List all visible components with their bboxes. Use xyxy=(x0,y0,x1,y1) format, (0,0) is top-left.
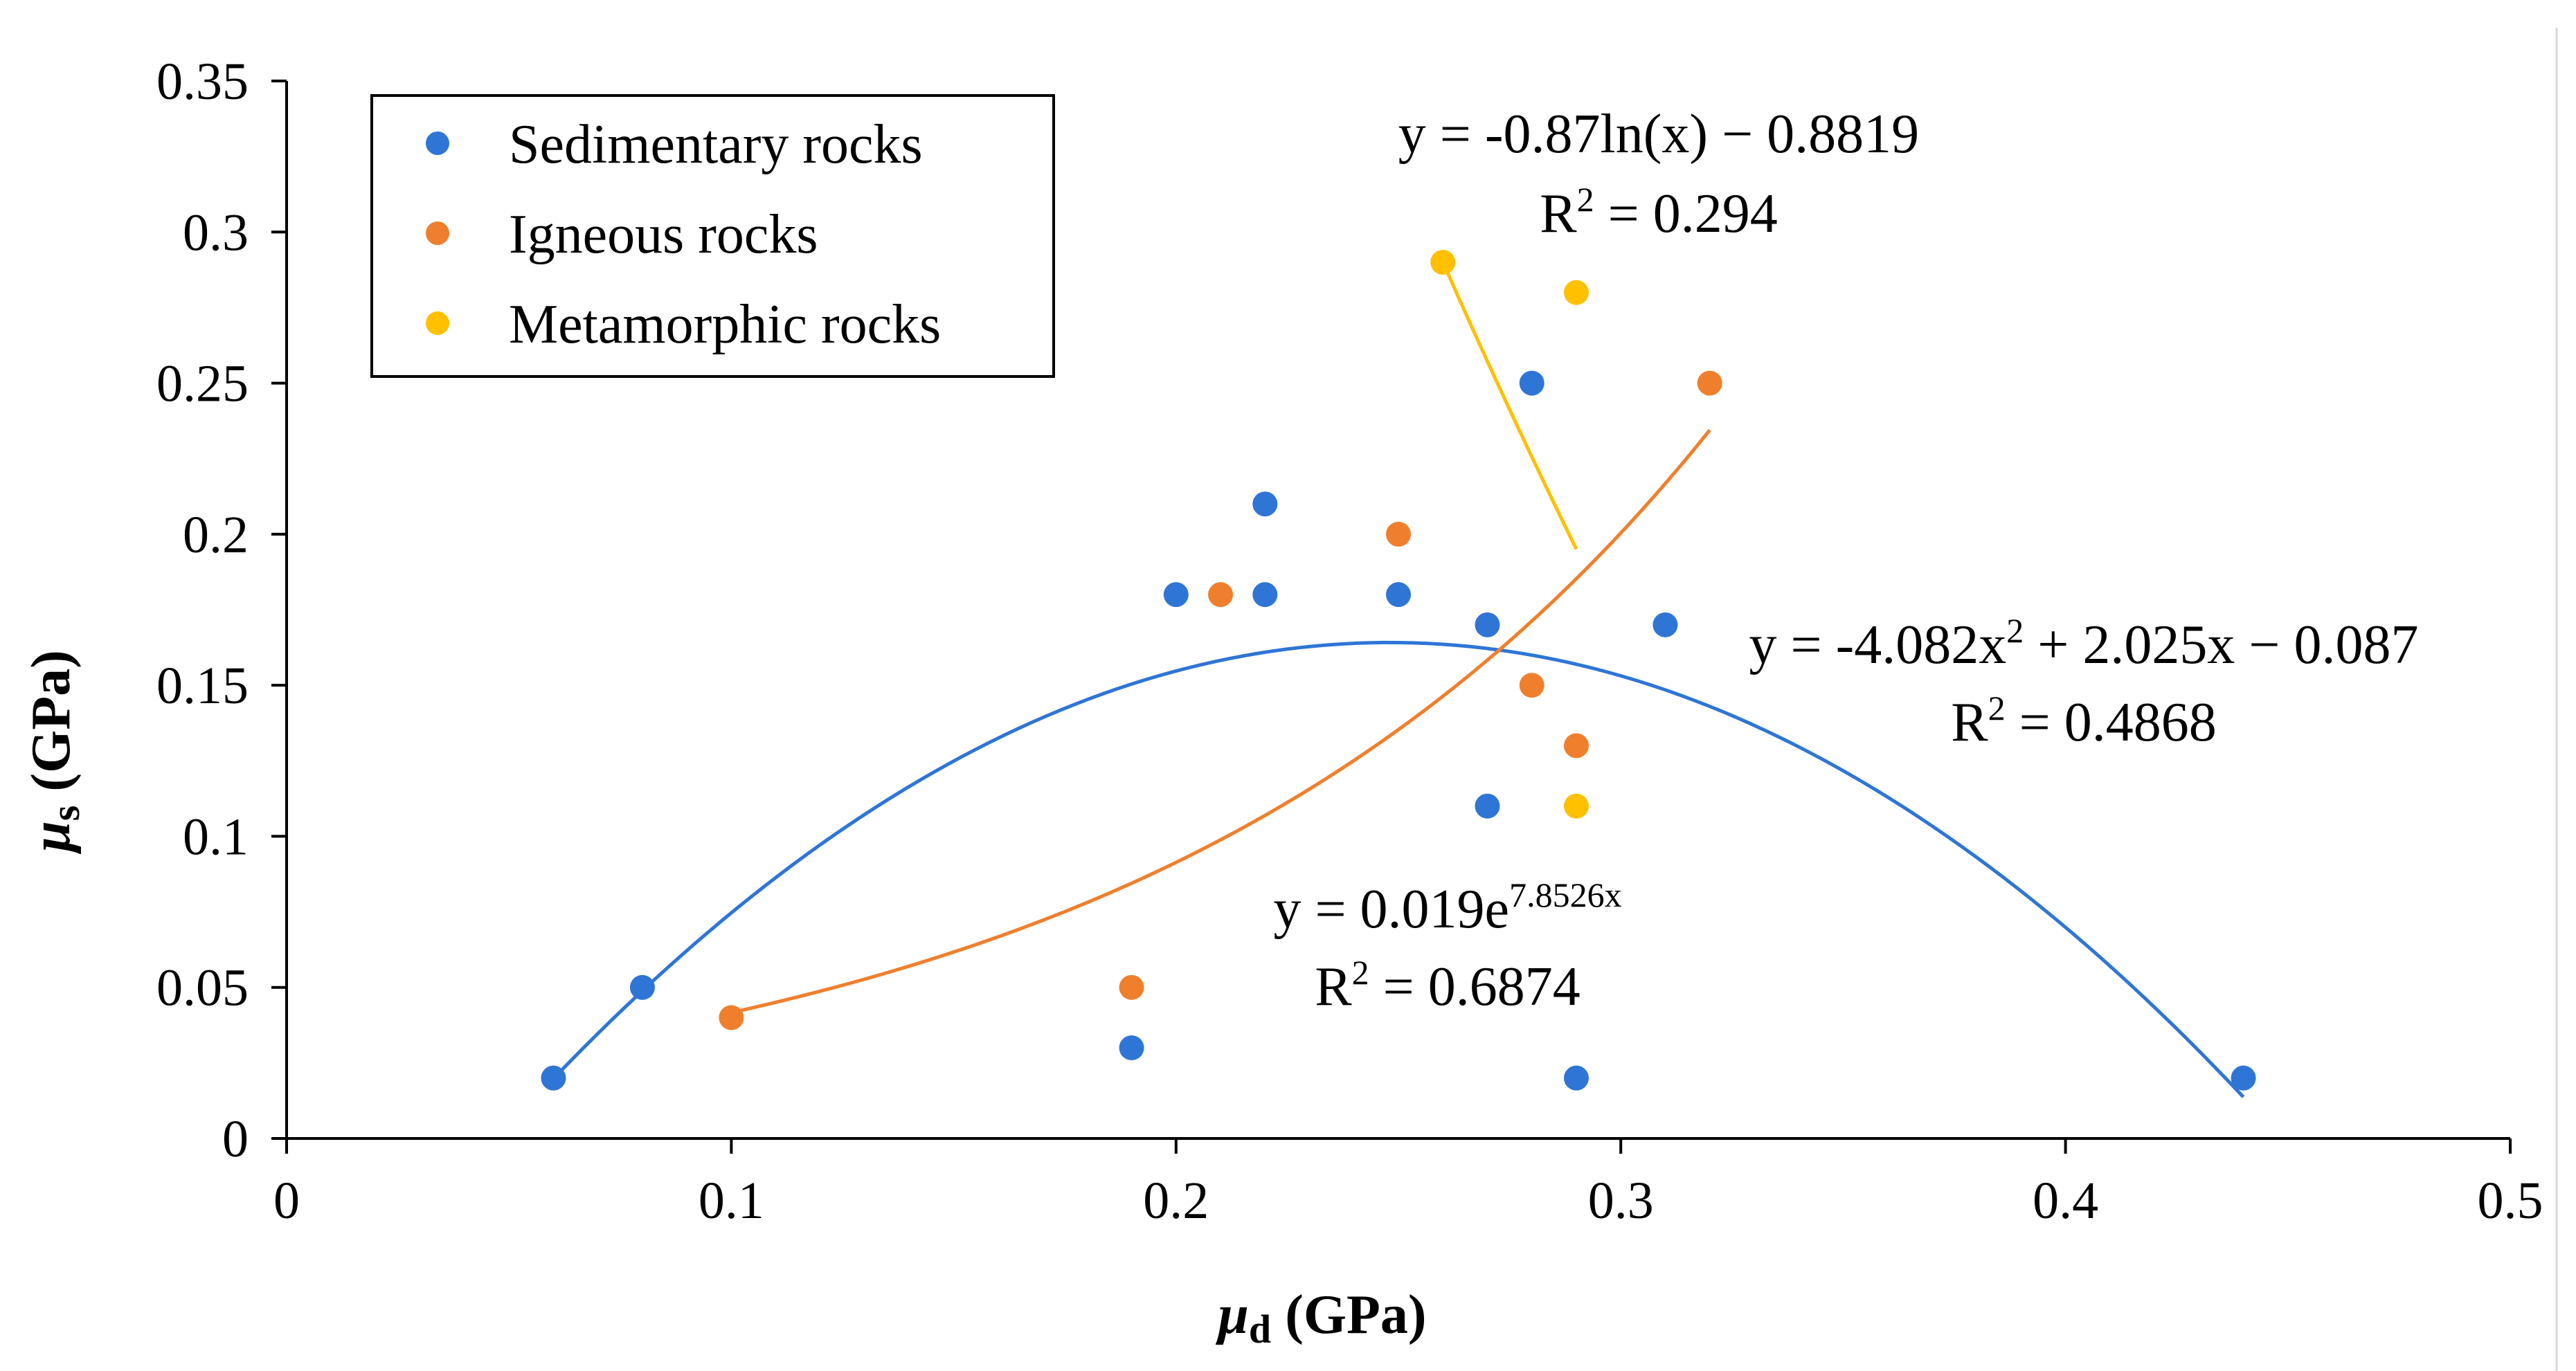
y-axis-title-subscript: s xyxy=(43,806,88,821)
point-metamorphic-rocks xyxy=(1430,249,1456,275)
point-sedimentary-rocks xyxy=(1475,793,1500,819)
legend-item-sedimentary: Sedimentary rocks xyxy=(426,114,923,175)
data-points xyxy=(541,249,2256,1091)
point-sedimentary-rocks xyxy=(1652,612,1678,637)
y-tick-label: 0 xyxy=(222,1110,249,1168)
annotation-metamorphic: y = -0.87ln(x) − 0.8819 R2 = 0.294 xyxy=(1398,104,1919,244)
equation-sedimentary: y = -4.082x2 + 2.025x − 0.087 xyxy=(1749,611,2419,675)
point-sedimentary-rocks xyxy=(1252,582,1278,608)
x-axis-title: μd (GPa) xyxy=(1215,1284,1426,1352)
legend-box xyxy=(370,94,1055,378)
y-axis-title-unit: (GPa) xyxy=(21,650,82,805)
legend-label-igneous: Igneous rocks xyxy=(509,204,818,265)
legend-label-sedimentary: Sedimentary rocks xyxy=(509,114,923,175)
annotation-igneous: y = 0.019e7.8526x R2 = 0.6874 xyxy=(1273,875,1621,1017)
point-metamorphic-rocks xyxy=(1563,280,1589,305)
x-tick-label: 0.5 xyxy=(2478,1172,2543,1230)
legend-marker-metamorphic xyxy=(426,311,449,335)
x-axis-title-subscript: d xyxy=(1249,1307,1271,1352)
point-igneous-rocks xyxy=(1208,582,1234,608)
point-igneous-rocks xyxy=(1563,733,1589,759)
trendline-metamorphic-rocks xyxy=(1441,261,1578,550)
legend: Sedimentary rocks Igneous rocks Metamorp… xyxy=(370,94,1055,378)
point-sedimentary-rocks xyxy=(1386,582,1411,608)
point-sedimentary-rocks xyxy=(1563,1065,1589,1091)
axes: 0 0.1 0.2 0.3 0.4 0.5 0 0.05 0.1 0.15 0.2 0.25 0.3 0.… xyxy=(156,53,2543,1230)
point-sedimentary-rocks xyxy=(1475,612,1500,637)
y-axis-title-symbol: μ xyxy=(21,821,82,855)
x-tick-label: 0.2 xyxy=(1143,1172,1209,1230)
x-tick-label: 0.3 xyxy=(1588,1172,1654,1230)
point-igneous-rocks xyxy=(1519,673,1544,698)
point-sedimentary-rocks xyxy=(1163,582,1189,608)
legend-item-igneous: Igneous rocks xyxy=(426,204,818,265)
point-sedimentary-rocks xyxy=(1119,1035,1144,1061)
point-igneous-rocks xyxy=(1386,521,1411,547)
trendline-igneous-rocks xyxy=(730,428,1711,1015)
r2-igneous: R2 = 0.6874 xyxy=(1315,953,1580,1017)
legend-marker-igneous xyxy=(426,221,449,245)
equation-igneous: y = 0.019e7.8526x xyxy=(1273,875,1621,940)
y-tick-label: 0.25 xyxy=(156,355,249,413)
x-tick-label: 0.1 xyxy=(699,1172,764,1230)
point-sedimentary-rocks xyxy=(629,974,655,1000)
equation-metamorphic: y = -0.87ln(x) − 0.8819 xyxy=(1398,104,1919,165)
y-tick-label: 0.2 xyxy=(183,506,249,564)
x-axis-title-unit: (GPa) xyxy=(1271,1284,1426,1345)
point-sedimentary-rocks xyxy=(2231,1065,2256,1091)
x-axis-title-symbol: μ xyxy=(1215,1284,1249,1345)
y-tick-label: 0.05 xyxy=(156,959,249,1017)
x-tick-label: 0 xyxy=(273,1172,300,1230)
legend-item-metamorphic: Metamorphic rocks xyxy=(426,294,941,355)
legend-label-metamorphic: Metamorphic rocks xyxy=(509,294,941,355)
point-sedimentary-rocks xyxy=(1519,370,1544,396)
y-tick-label: 0.1 xyxy=(183,808,249,866)
x-tick-label: 0.4 xyxy=(2033,1172,2098,1230)
annotation-sedimentary: y = -4.082x2 + 2.025x − 0.087 R2 = 0.486… xyxy=(1749,611,2419,753)
y-tick-label: 0.15 xyxy=(156,657,249,715)
y-axis-title: μs (GPa) xyxy=(21,650,88,854)
r2-metamorphic: R2 = 0.294 xyxy=(1540,180,1777,244)
y-tick-label: 0.3 xyxy=(183,203,249,262)
r2-sedimentary: R2 = 0.4868 xyxy=(1951,689,2216,753)
point-sedimentary-rocks xyxy=(541,1065,566,1091)
point-metamorphic-rocks xyxy=(1563,793,1589,819)
point-igneous-rocks xyxy=(1119,974,1144,1000)
point-igneous-rocks xyxy=(1697,370,1722,396)
y-tick-label: 0.35 xyxy=(156,53,249,111)
point-sedimentary-rocks xyxy=(1252,491,1278,517)
trendline-sedimentary-rocks xyxy=(552,640,2245,1098)
legend-marker-sedimentary xyxy=(426,131,449,155)
point-igneous-rocks xyxy=(719,1005,744,1030)
trendlines xyxy=(552,261,2245,1098)
